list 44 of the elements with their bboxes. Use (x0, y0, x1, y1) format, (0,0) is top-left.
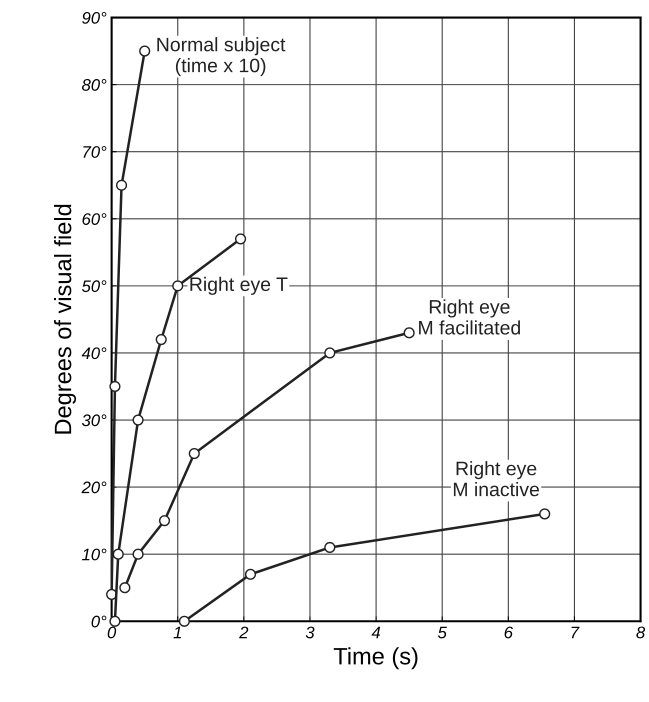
point (324, 347, 336, 359)
point (109, 380, 120, 392)
point (172, 280, 184, 292)
point (139, 46, 150, 57)
y-tick-label: 40° (82, 347, 106, 360)
y-tick-label: 80° (82, 79, 106, 91)
y-tick-label: 50° (82, 280, 106, 292)
point (132, 414, 144, 426)
x-tick-label: 5 (438, 626, 447, 638)
point (132, 548, 144, 560)
y-tick-label: 20° (81, 482, 106, 494)
y-axis-title: Degrees of visual field (54, 204, 76, 434)
y-tick-label: 0° (92, 616, 106, 628)
y-tick-label: 30° (82, 414, 106, 426)
x-tick-label: 2 (239, 626, 248, 638)
y-tick-label: 10° (82, 548, 106, 560)
series-label: Normal subject (time x 10) (157, 37, 286, 76)
point (158, 515, 170, 526)
point (324, 542, 336, 554)
series-label: Right eye M facilitated (419, 299, 520, 335)
x-tick-label: 7 (572, 626, 580, 638)
y-tick-label: 90° (82, 12, 106, 24)
point (244, 568, 256, 580)
x-tick-label: 1 (174, 626, 181, 638)
x-tick-label: 4 (372, 626, 380, 638)
x-tick-label: 6 (504, 626, 513, 638)
point (188, 448, 200, 460)
point (235, 233, 246, 244)
point (119, 582, 130, 594)
series-label: Right eye T (190, 276, 288, 295)
x-tick-label: 8 (636, 626, 646, 638)
x-tick-label: 0 (108, 626, 116, 638)
point (178, 616, 190, 627)
point (109, 616, 120, 627)
y-tick-label: 70° (83, 146, 106, 158)
x-tick-label: 3 (306, 626, 314, 638)
x-axis-title: Time (s) (334, 647, 418, 670)
point (112, 548, 124, 560)
point (539, 508, 550, 520)
point (404, 327, 415, 338)
y-tick-label: 60° (82, 213, 106, 225)
series-label: Right eye M inactive (454, 461, 539, 496)
point (156, 334, 167, 346)
point (116, 180, 128, 191)
